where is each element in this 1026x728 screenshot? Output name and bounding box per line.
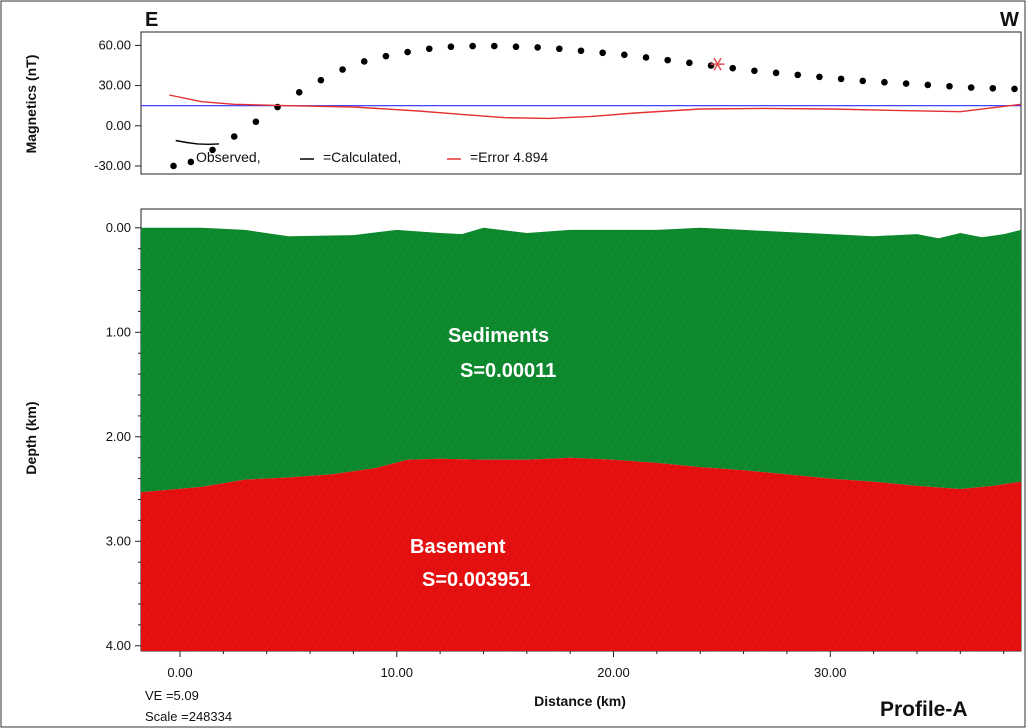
depth-y-axis: 0.00 1.00 2.00 3.00 4.00 bbox=[106, 220, 141, 653]
legend-error: =Error 4.894 bbox=[470, 149, 548, 165]
magnetics-y-tick-label: 30.00 bbox=[98, 78, 131, 93]
observed-point bbox=[859, 77, 867, 85]
observed-point bbox=[751, 67, 758, 75]
asterisk-stroke bbox=[713, 57, 722, 71]
calculated-line bbox=[175, 139, 220, 146]
observed-point bbox=[230, 133, 238, 140]
east-label: E bbox=[145, 9, 158, 31]
observed-point bbox=[170, 162, 177, 170]
basement-susceptibility: S=0.003951 bbox=[422, 569, 530, 591]
observed-point bbox=[816, 73, 823, 81]
observed-point bbox=[577, 47, 585, 55]
observed-point bbox=[252, 118, 260, 126]
sediments-label: Sediments bbox=[448, 325, 549, 347]
observed-point bbox=[382, 52, 390, 60]
profile-title: Profile-A bbox=[880, 698, 968, 721]
error-line bbox=[169, 94, 1022, 120]
observed-point bbox=[881, 78, 888, 86]
observed-point bbox=[837, 75, 845, 83]
observed-point bbox=[967, 84, 975, 91]
magnetics-y-axis-label: Magnetics (nT) bbox=[23, 55, 39, 154]
basement-label: Basement bbox=[410, 536, 506, 558]
depth-y-tick-label: 4.00 bbox=[106, 638, 131, 653]
depth-y-tick-label: 2.00 bbox=[106, 429, 131, 444]
magnetics-y-tick-label: 0.00 bbox=[106, 118, 131, 133]
depth-y-tick-label: 1.00 bbox=[106, 324, 131, 339]
magnetics-legend: Observed, =Calculated, =Error 4.894 bbox=[196, 149, 548, 165]
distance-x-tick-label: 10.00 bbox=[380, 665, 413, 680]
observed-point bbox=[425, 45, 433, 53]
magnetics-y-tick-label: -30.00 bbox=[94, 158, 131, 173]
asterisk-marker bbox=[710, 57, 725, 71]
observed-point bbox=[209, 146, 216, 154]
depth-y-axis-label: Depth (km) bbox=[23, 401, 39, 474]
observed-point bbox=[729, 64, 737, 72]
observed-point bbox=[794, 71, 802, 79]
observed-point bbox=[339, 66, 346, 73]
sediments-texture bbox=[141, 227, 1021, 493]
depth-bodies bbox=[141, 227, 1021, 651]
observed-point bbox=[664, 56, 671, 64]
observed-point bbox=[491, 42, 498, 50]
scale-label: Scale =248334 bbox=[145, 709, 232, 724]
observed-point bbox=[1011, 85, 1018, 93]
distance-x-tick-label: 30.00 bbox=[814, 665, 847, 680]
observed-point bbox=[404, 48, 411, 56]
observed-point bbox=[556, 45, 563, 53]
sediments-susceptibility: S=0.00011 bbox=[460, 360, 556, 382]
observed-point bbox=[621, 51, 628, 59]
distance-x-axis-label: Distance (km) bbox=[534, 693, 626, 709]
magnetics-series bbox=[141, 42, 1022, 170]
magnetics-y-tick-label: 60.00 bbox=[98, 37, 131, 52]
basement-texture bbox=[141, 457, 1021, 651]
observed-point bbox=[187, 158, 195, 166]
depth-y-tick-label: 3.00 bbox=[106, 533, 131, 548]
west-label: W bbox=[1000, 9, 1019, 31]
observed-point bbox=[902, 80, 910, 87]
observed-point bbox=[707, 62, 715, 69]
vertical-exaggeration: VE =5.09 bbox=[145, 688, 199, 703]
observed-point bbox=[772, 69, 780, 77]
legend-calculated: =Calculated, bbox=[323, 149, 401, 165]
observed-point bbox=[686, 59, 693, 67]
observed-point bbox=[534, 44, 541, 51]
observed-point bbox=[360, 58, 368, 65]
observed-point bbox=[642, 54, 650, 61]
observed-point bbox=[946, 82, 953, 90]
observed-point bbox=[599, 49, 606, 57]
legend-observed: Observed, bbox=[196, 149, 261, 165]
observed-point bbox=[512, 43, 520, 51]
distance-x-tick-label: 0.00 bbox=[167, 665, 192, 680]
magnetics-y-axis: 60.00 30.00 0.00 -30.00 bbox=[94, 37, 141, 173]
observed-point bbox=[924, 81, 932, 89]
observed-point bbox=[295, 88, 303, 96]
magnetics-plot-area bbox=[140, 31, 1022, 175]
observed-point bbox=[469, 42, 476, 50]
observed-point bbox=[989, 84, 997, 92]
distance-x-tick-label: 20.00 bbox=[597, 665, 630, 680]
distance-x-axis: 0.00 10.00 20.00 30.00 bbox=[167, 651, 1005, 680]
depth-y-tick-label: 0.00 bbox=[106, 220, 131, 235]
observed-point bbox=[447, 43, 455, 51]
observed-point bbox=[317, 76, 325, 84]
